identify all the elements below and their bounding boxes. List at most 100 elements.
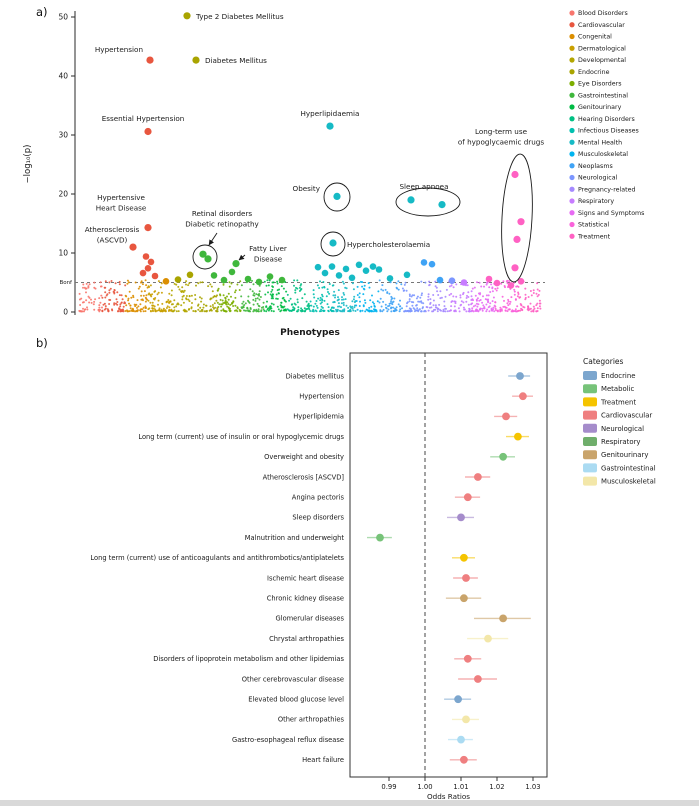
annotation-label: Sleep apnoea — [400, 182, 449, 191]
phenotype-point — [326, 122, 334, 130]
legend-swatch — [569, 210, 575, 216]
legend-label: Mental Health — [578, 139, 622, 146]
annotation-label: Heart Disease — [96, 204, 147, 213]
or-point — [457, 735, 465, 744]
or-point — [502, 412, 510, 421]
row-label: Other arthropathies — [278, 716, 345, 724]
x-axis-title: Phenotypes — [280, 328, 340, 338]
legend-label: Musculoskeletal — [601, 478, 656, 486]
phenotype-point — [192, 56, 200, 64]
legend-swatch — [569, 186, 575, 192]
row-label: Angina pectoris — [292, 494, 345, 502]
legend-title: Categories — [583, 357, 624, 366]
legend-swatch — [583, 384, 597, 394]
legend-swatch — [569, 151, 575, 157]
legend-swatch — [569, 233, 575, 239]
background-scatter — [78, 279, 542, 313]
phenotype-point — [407, 196, 415, 204]
highlight-ellipse — [395, 187, 461, 217]
odds-ratio-forest-plot: 0.99 1.00 1.01 1.02 1.03 Odds Ratios Diabetes … — [90, 352, 656, 801]
or-point — [474, 473, 482, 481]
phenotype-point — [493, 279, 501, 287]
y-tick-label: 0 — [63, 308, 68, 317]
phenotype-point — [348, 274, 356, 282]
legend-label: Musculoskeletal — [578, 151, 628, 158]
legend-label: Hearing Disorders — [578, 116, 635, 123]
phenotype-point — [517, 278, 525, 285]
phenotype-point — [333, 192, 341, 200]
legend-swatch — [569, 127, 575, 134]
annotation-label: Hypertensive — [97, 193, 145, 202]
row-label: Glomerular diseases — [276, 615, 345, 623]
y-tick-label: 20 — [58, 190, 68, 199]
phenotype-point — [139, 269, 147, 277]
row-label: Malnutrition and underweight — [245, 534, 345, 542]
x-tick-label: 0.99 — [381, 783, 396, 791]
row-label: Hyperlipidemia — [293, 413, 344, 421]
or-point — [457, 513, 465, 522]
significant-points — [139, 253, 525, 289]
plot-border — [349, 352, 548, 778]
highlight-ellipse — [323, 182, 351, 212]
or-point — [463, 493, 472, 502]
legend-label: Statistical — [578, 222, 609, 229]
legend-swatch — [583, 437, 597, 446]
phenotype-point — [375, 266, 383, 273]
annotation-arrow — [238, 254, 246, 261]
phenotype-point — [129, 243, 137, 251]
annotation-label: Retinal disorders — [192, 209, 253, 218]
y-tick-label: 50 — [58, 13, 68, 22]
annotation-label: Type 2 Diabetes Mellitus — [195, 12, 284, 21]
or-point — [463, 654, 472, 663]
legend-swatch — [569, 104, 575, 110]
legend-swatch — [583, 371, 597, 380]
legend-label: Signs and Symptoms — [578, 210, 644, 217]
phenotype-point — [342, 265, 350, 273]
legend-label: Infectious Diseases — [578, 128, 639, 135]
bonferroni-label: Bonf — [59, 280, 73, 286]
legend-label: Cardiovascular — [578, 22, 625, 29]
annotation-label: Hypercholesterolaemia — [347, 240, 430, 249]
phenotype-point — [369, 263, 377, 270]
annotation-label: (ASCVD) — [97, 236, 128, 245]
row-label: Other cerebrovascular disease — [242, 675, 344, 683]
phenotype-point — [511, 264, 519, 272]
phenotype-point — [162, 278, 170, 285]
y-tick-label: 40 — [58, 72, 68, 81]
phenotype-point — [278, 276, 286, 284]
legend-label: Cardiovascular — [601, 412, 652, 420]
phenotype-point — [321, 269, 329, 277]
row-label: Atherosclerosis [ASCVD] — [263, 473, 345, 481]
row-label: Heart failure — [302, 756, 344, 764]
annotation-label: Fatty Liver — [249, 244, 287, 253]
highlight-ellipse — [192, 244, 218, 270]
y-tick-label: 10 — [58, 249, 68, 258]
annotation-label: Essential Hypertension — [102, 114, 185, 123]
phenotype-point — [210, 272, 218, 279]
phenotype-point — [144, 127, 152, 136]
row-label: Sleep disorders — [292, 514, 344, 522]
legend-label: Neurological — [601, 425, 644, 433]
or-point — [516, 372, 524, 380]
phenotype-point — [507, 282, 515, 289]
phenotype-point — [174, 276, 182, 283]
legend-swatch — [583, 397, 597, 407]
legend-label: Neurological — [578, 175, 618, 182]
legend-swatch — [569, 80, 575, 87]
legend-swatch — [569, 57, 575, 63]
legend-label: Blood Disorders — [578, 10, 628, 17]
phenotype-point — [335, 272, 343, 279]
or-point — [474, 675, 482, 683]
legend-label: Respiratory — [601, 438, 640, 446]
or-point — [460, 594, 468, 603]
legend-label: Respiratory — [578, 198, 614, 205]
legend-swatch — [569, 198, 575, 204]
or-point — [376, 533, 384, 542]
phenotype-point — [199, 250, 207, 258]
row-label: Elevated blood glucose level — [248, 696, 344, 704]
phenotype-point — [142, 253, 150, 260]
legend-label: Endocrine — [601, 372, 635, 380]
legend-swatch — [583, 450, 597, 460]
legend-swatch — [569, 10, 575, 16]
phenotype-point — [228, 268, 236, 276]
